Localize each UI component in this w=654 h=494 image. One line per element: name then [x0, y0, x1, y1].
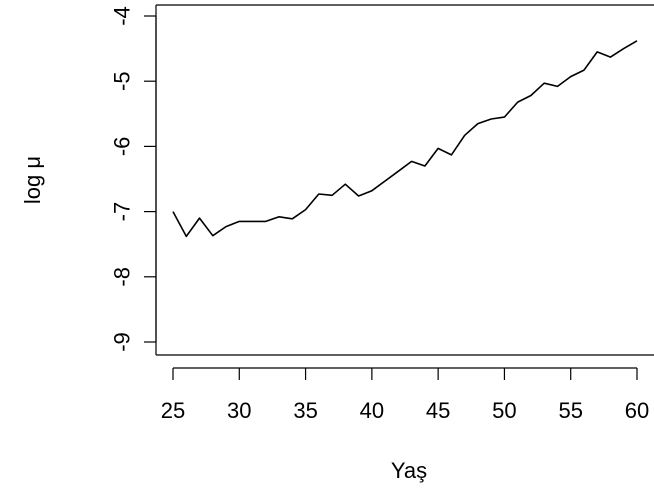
- x-axis: 25 30 35 40 45 50 55 60: [161, 367, 649, 423]
- y-tick-label: -4: [110, 6, 135, 26]
- plot-frame: [155, 4, 654, 356]
- y-tick-label: -8: [110, 267, 135, 287]
- x-tick-label: 25: [161, 398, 185, 423]
- y-tick-label: -5: [110, 71, 135, 91]
- x-axis-title: Yaş: [391, 458, 427, 483]
- x-tick-label: 60: [625, 398, 649, 423]
- y-tick-label: -9: [110, 332, 135, 352]
- series-line: [172, 40, 638, 238]
- x-tick-label: 35: [293, 398, 317, 423]
- x-tick-label: 40: [360, 398, 384, 423]
- y-tick-label: -6: [110, 137, 135, 157]
- y-tick-label: -7: [110, 202, 135, 222]
- y-axis: -4 -5 -6 -7 -8 -9: [110, 6, 157, 352]
- x-tick-label: 30: [227, 398, 251, 423]
- x-tick-label: 50: [492, 398, 516, 423]
- series-layer: [172, 40, 638, 238]
- y-axis-title: log μ: [20, 156, 45, 204]
- x-tick-label: 45: [426, 398, 450, 423]
- x-tick-label: 55: [558, 398, 582, 423]
